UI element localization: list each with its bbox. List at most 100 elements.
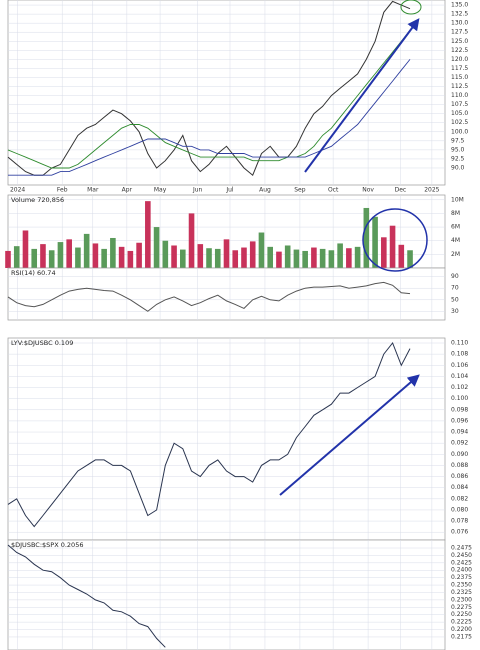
panel-title: RSI(14) 60.74 [11,269,56,277]
x-tick-label: Feb [57,187,68,194]
volume-bar [66,239,72,268]
volume-bar [206,248,212,268]
y-tick-label: 0.2475 [451,545,472,552]
volume-bar [328,250,335,268]
y-tick-label: 0.2250 [451,611,472,618]
volume-bar [57,242,64,268]
volume-bar [232,250,239,268]
volume-bar [48,250,55,268]
y-tick-label: 97.5 [451,137,465,144]
y-tick-label: 0.2375 [451,574,472,581]
volume-bar [13,246,20,268]
series-line [7,281,411,312]
y-tick-label: 50 [451,296,459,303]
y-tick-label: 90 [451,273,459,280]
volume-bar [136,242,142,268]
volume-bar [75,247,81,268]
y-tick-label: 115.0 [451,74,468,81]
volume-bar [110,237,116,268]
y-tick-label: 0.2400 [451,567,472,574]
y-tick-label: 107.5 [451,101,468,108]
series-line [7,342,411,528]
volume-bar [381,237,387,268]
y-tick-label: 92.5 [451,155,465,162]
volume-bar [5,250,11,268]
y-tick-label: 0.2200 [451,626,472,633]
y-tick-label: 0.088 [451,462,468,469]
volume-bar [214,248,221,268]
y-tick-label: 0.080 [451,506,468,513]
panel-frame [7,0,446,186]
volume-bar [311,247,317,268]
y-tick-label: 0.098 [451,406,468,413]
volume-bar [372,216,378,268]
volume-bar [249,241,256,268]
volume-bar [83,233,90,268]
y-tick-label: 0.100 [451,395,468,402]
volume-bar [319,248,326,268]
y-tick-label: 0.078 [451,518,468,525]
volume-bar [118,246,125,268]
y-tick-label: 0.076 [451,529,468,536]
x-tick-label: Dec [395,187,407,194]
volume-bar [22,230,29,268]
series-line [8,59,411,176]
x-tick-label: 2024 [10,187,25,194]
x-tick-label: May [154,187,167,194]
y-tick-label: 0.2175 [451,633,472,640]
y-tick-label: 0.2275 [451,604,472,611]
volume-bar [258,232,265,268]
x-tick-label: Mar [87,187,99,194]
y-tick-label: 2M [451,251,460,258]
volume-bar [398,244,405,268]
volume-bar [127,250,134,268]
volume-bar [223,239,230,268]
x-tick-label: 2025 [424,187,439,194]
volume-bar [153,227,160,268]
y-tick-label: 0.096 [451,417,468,424]
y-tick-label: 125.0 [451,38,468,45]
volume-bar [241,247,247,268]
panel-title: LYV:$DJUSBC 0.109 [11,339,73,347]
y-tick-label: 95.0 [451,146,465,153]
y-tick-label: 102.5 [451,119,468,126]
volume-bar [188,213,195,268]
y-tick-label: 0.094 [451,429,468,436]
y-tick-label: 90.0 [451,164,465,171]
y-tick-label: 4M [451,237,460,244]
y-tick-label: 135.0 [451,2,468,9]
volume-bar [407,250,413,268]
volume-bar [171,245,177,268]
y-tick-label: 0.092 [451,440,468,447]
y-tick-label: 120.0 [451,56,468,63]
volume-bar [293,249,300,268]
y-tick-label: 0.2225 [451,619,472,626]
series-line [7,0,411,177]
y-tick-label: 70 [451,285,459,292]
volume-bar [267,246,273,268]
x-tick-label: Apr [122,187,133,194]
y-tick-label: 30 [451,308,459,315]
volume-bar [145,201,151,268]
y-tick-label: 0.2450 [451,552,472,559]
volume-bar [31,248,38,268]
y-tick-label: 122.5 [451,47,468,54]
y-tick-label: 0.110 [451,340,468,347]
y-tick-label: 0.082 [451,495,468,502]
volume-bar [354,246,361,268]
y-tick-label: 100.0 [451,128,468,135]
y-tick-label: 0.102 [451,384,468,391]
volume-bar [337,243,343,268]
volume-circle [362,208,428,272]
series-line [7,30,411,169]
y-tick-label: 130.0 [451,20,468,27]
volume-bar [162,240,169,268]
x-tick-label: Aug [259,187,271,194]
panels: 90.0 92.5 95.0 97.5 100.0 102.5 105.0 107.5 110.… [5,0,472,650]
volume-bar [346,248,352,268]
y-tick-label: 0.086 [451,473,468,480]
y-tick-label: 117.5 [451,65,468,72]
price-circle [400,0,422,15]
y-tick-label: 0.2350 [451,582,472,589]
